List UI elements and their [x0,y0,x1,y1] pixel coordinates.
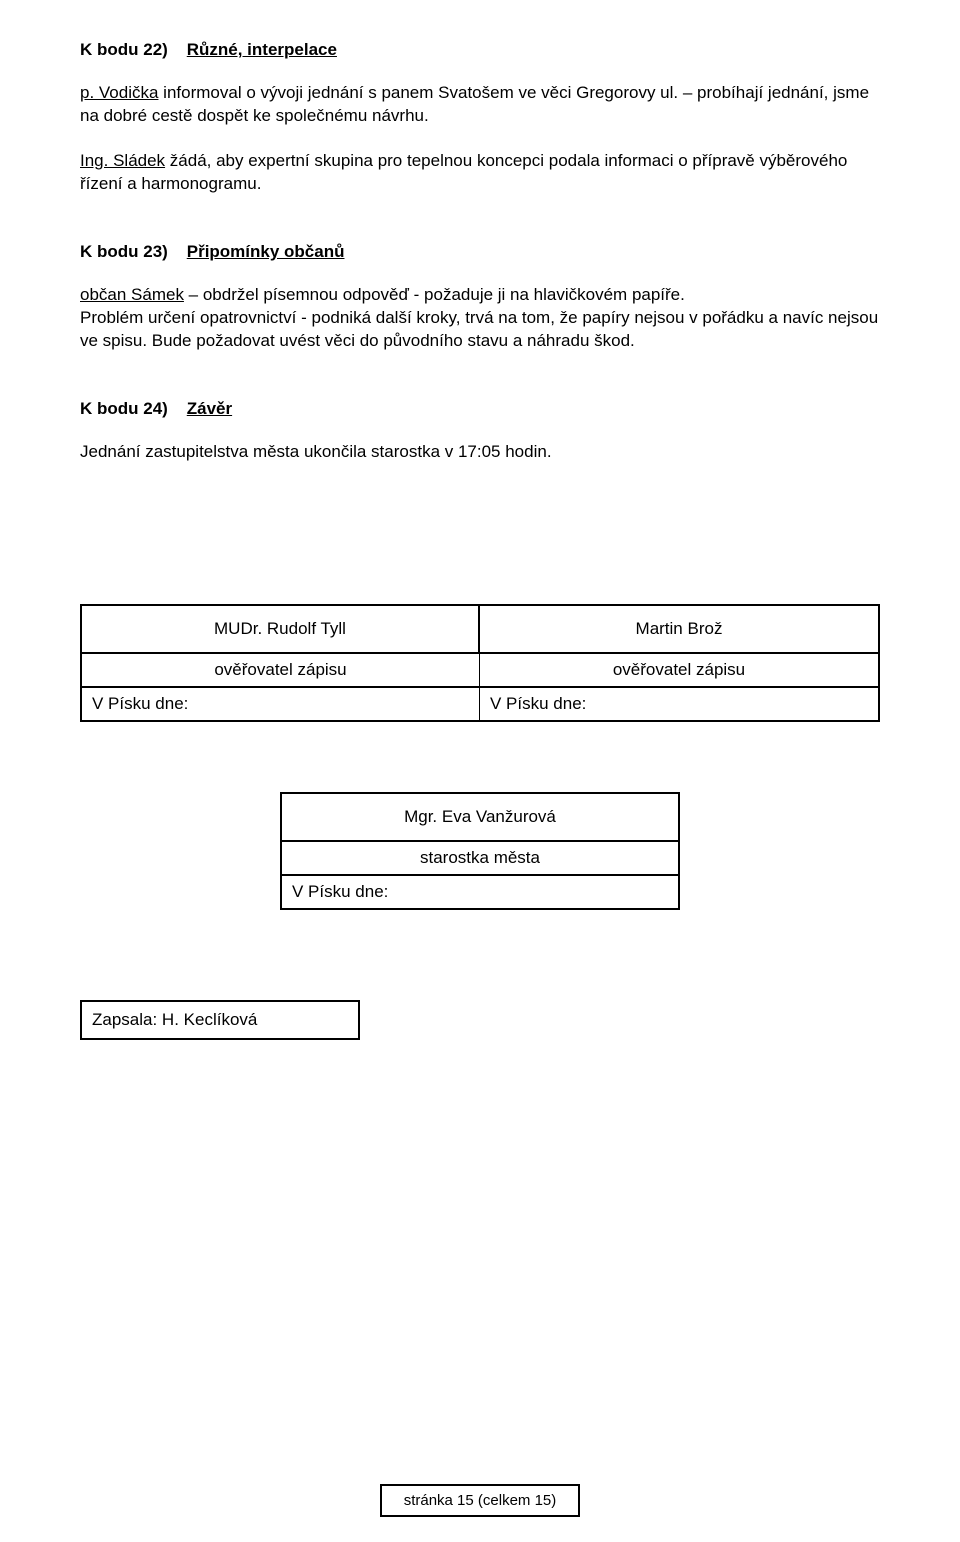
signature-row: MUDr. Rudolf Tyll ověřovatel zápisu V Pí… [80,604,880,722]
signature-left: MUDr. Rudolf Tyll ověřovatel zápisu V Pí… [80,604,480,722]
signature-right-role: ověřovatel zápisu [480,654,880,688]
section-24-heading: K bodu 24) Závěr [80,399,880,419]
section-23-prefix: K bodu 23) [80,242,187,261]
signature-left-role: ověřovatel zápisu [80,654,480,688]
mayor-block: Mgr. Eva Vanžurová starostka města V Pís… [280,792,680,910]
section-22-p1-rest: informoval o vývoji jednání s panem Svat… [80,83,869,125]
section-23-heading: K bodu 23) Připomínky občanů [80,242,880,262]
signature-right: Martin Brož ověřovatel zápisu V Písku dn… [480,604,880,722]
signature-left-name: MUDr. Rudolf Tyll [80,604,480,654]
recorder-block: Zapsala: H. Keclíková [80,1000,360,1040]
mayor-name: Mgr. Eva Vanžurová [280,792,680,842]
section-22-p2-rest: žádá, aby expertní skupina pro tepelnou … [80,151,847,193]
section-23-p1: občan Sámek – obdržel písemnou odpověď -… [80,284,880,307]
mayor-date: V Písku dne: [280,876,680,910]
section-24-title: Závěr [187,399,232,418]
signature-left-date: V Písku dne: [80,688,480,722]
section-22-heading: K bodu 22) Různé, interpelace [80,40,880,60]
section-24-p1: Jednání zastupitelstva města ukončila st… [80,441,880,464]
page-footer: stránka 15 (celkem 15) [380,1484,580,1517]
document-page: K bodu 22) Různé, interpelace p. Vodička… [0,0,960,1542]
section-24-prefix: K bodu 24) [80,399,187,418]
mayor-role: starostka města [280,842,680,876]
recorder-text: Zapsala: H. Keclíková [80,1000,360,1040]
section-22-prefix: K bodu 22) [80,40,187,59]
signature-right-name: Martin Brož [480,604,880,654]
section-23-p1-lead: občan Sámek [80,285,184,304]
signature-right-date: V Písku dne: [480,688,880,722]
section-22-p1-lead: p. Vodička [80,83,158,102]
section-23-p2: Problém určení opatrovnictví - podniká d… [80,307,880,353]
section-23-title: Připomínky občanů [187,242,345,261]
section-23-p1-rest: – obdržel písemnou odpověď - požaduje ji… [184,285,685,304]
section-22-p2-lead: Ing. Sládek [80,151,165,170]
section-22-p2: Ing. Sládek žádá, aby expertní skupina p… [80,150,880,196]
section-22-title: Různé, interpelace [187,40,337,59]
section-22-p1: p. Vodička informoval o vývoji jednání s… [80,82,880,128]
